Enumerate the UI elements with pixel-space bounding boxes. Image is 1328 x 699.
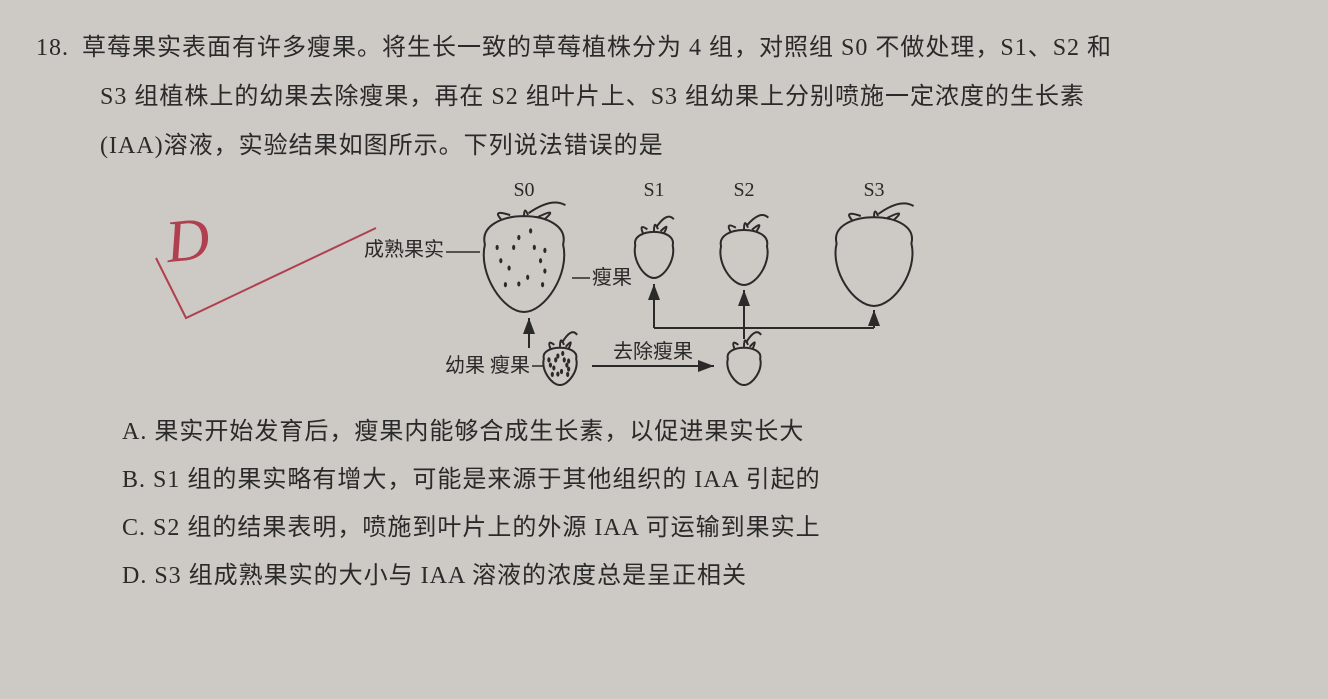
option-d: D. S3 组成熟果实的大小与 IAA 溶液的浓度总是呈正相关 [122,552,1292,600]
experiment-diagram: S0S1S2S3成熟果实瘦果幼果 瘦果去除瘦果 [344,178,984,398]
question-text-1: 草莓果实表面有许多瘦果。将生长一致的草莓植株分为 4 组，对照组 S0 不做处理… [82,35,1112,61]
question-text-2: S3 组植株上的幼果去除瘦果，再在 S2 组叶片上、S3 组幼果上分别喷施一定浓… [100,84,1085,110]
question-line-1: 18.草莓果实表面有许多瘦果。将生长一致的草莓植株分为 4 组，对照组 S0 不… [36,24,1292,73]
question-text-3: (IAA)溶液，实验结果如图所示。下列说法错误的是 [100,133,664,159]
svg-text:S3: S3 [863,179,884,201]
option-a: A. 果实开始发育后，瘦果内能够合成生长素，以促进果实长大 [122,408,1292,456]
question-line-2: S3 组植株上的幼果去除瘦果，再在 S2 组叶片上、S3 组幼果上分别喷施一定浓… [36,73,1292,122]
svg-text:幼果 瘦果: 幼果 瘦果 [445,354,530,377]
diagram-container: D S0S1S2S3成熟果实瘦果幼果 瘦果去除瘦果 [36,178,1292,398]
svg-text:S0: S0 [513,179,534,201]
options-list: A. 果实开始发育后，瘦果内能够合成生长素，以促进果实长大 B. S1 组的果实… [36,408,1292,600]
svg-text:S2: S2 [733,179,754,201]
svg-text:S1: S1 [643,179,664,201]
handwritten-check [146,218,386,328]
question-number: 18. [36,24,82,73]
option-b: B. S1 组的果实略有增大，可能是来源于其他组织的 IAA 引起的 [122,456,1292,504]
question-line-3: (IAA)溶液，实验结果如图所示。下列说法错误的是 [36,122,1292,171]
option-c: C. S2 组的结果表明，喷施到叶片上的外源 IAA 可运输到果实上 [122,504,1292,552]
svg-text:去除瘦果: 去除瘦果 [613,340,693,363]
svg-text:瘦果: 瘦果 [592,266,632,289]
